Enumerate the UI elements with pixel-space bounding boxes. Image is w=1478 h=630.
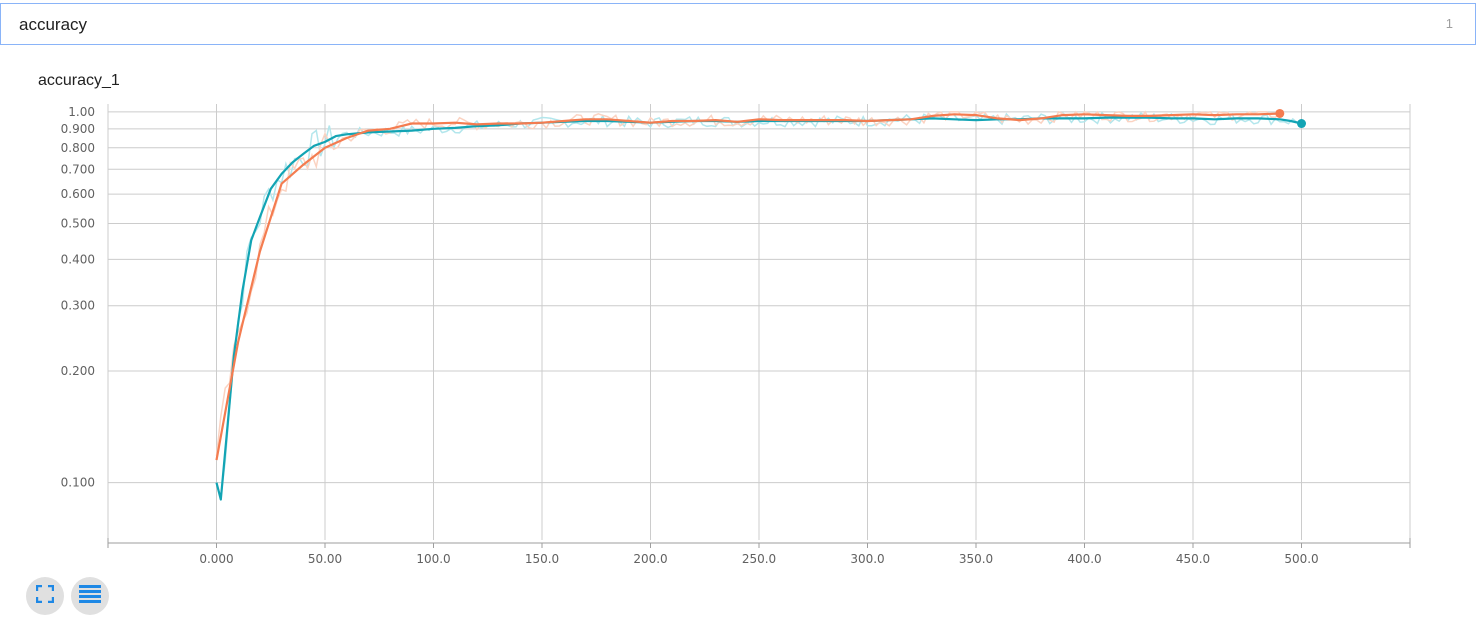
x-tick-label: 150.0 <box>525 552 559 566</box>
x-tick-label: 300.0 <box>850 552 884 566</box>
y-tick-label: 0.400 <box>61 252 95 266</box>
y-tick-label: 0.100 <box>61 476 95 490</box>
x-tick-label: 350.0 <box>959 552 993 566</box>
toggle-log-scale-icon <box>79 584 101 609</box>
y-tick-label: 0.300 <box>61 299 95 313</box>
axes: 0.000 50.00 100.0 150.0 200.0 250.0 300.0 350.0… <box>61 105 1411 566</box>
x-tick-label: 400.0 <box>1067 552 1101 566</box>
y-tick-label: 1.00 <box>68 105 95 119</box>
smoothed-series-layer <box>215 112 1302 501</box>
raw-series-layer <box>215 110 1303 498</box>
y-tick-label: 0.800 <box>61 141 95 155</box>
series-line-2[interactable] <box>215 112 1280 461</box>
x-tick-label: 200.0 <box>633 552 667 566</box>
x-tick-label: 500.0 <box>1284 552 1318 566</box>
fit-domain-button[interactable] <box>26 577 64 615</box>
x-tick-label: 450.0 <box>1176 552 1210 566</box>
tag-match-count: 1 <box>1445 16 1453 31</box>
y-tick-label: 0.700 <box>61 162 95 176</box>
x-tick-label: 250.0 <box>742 552 776 566</box>
raw-series-line-1 <box>215 111 1303 498</box>
toggle-log-scale-button[interactable] <box>71 577 109 615</box>
series-endpoint-1[interactable] <box>1297 119 1306 129</box>
x-tick-label: 100.0 <box>416 552 450 566</box>
x-tick-label: 0.000 <box>199 552 233 566</box>
endpoint-markers <box>1275 108 1306 129</box>
x-tick-label: 50.00 <box>308 552 342 566</box>
raw-series-line-2 <box>215 110 1281 457</box>
y-tick-label: 0.500 <box>61 216 95 230</box>
fit-domain-icon <box>35 584 55 608</box>
y-tick-label: 0.200 <box>61 364 95 378</box>
tag-filter-input[interactable]: accuracy 1 <box>0 3 1476 45</box>
y-tick-label: 0.900 <box>61 122 95 136</box>
y-tick-label: 0.600 <box>61 187 95 201</box>
tag-filter-value: accuracy <box>19 15 88 34</box>
grid <box>107 104 1411 540</box>
chart-title: accuracy_1 <box>38 72 120 89</box>
series-endpoint-2[interactable] <box>1275 108 1285 118</box>
